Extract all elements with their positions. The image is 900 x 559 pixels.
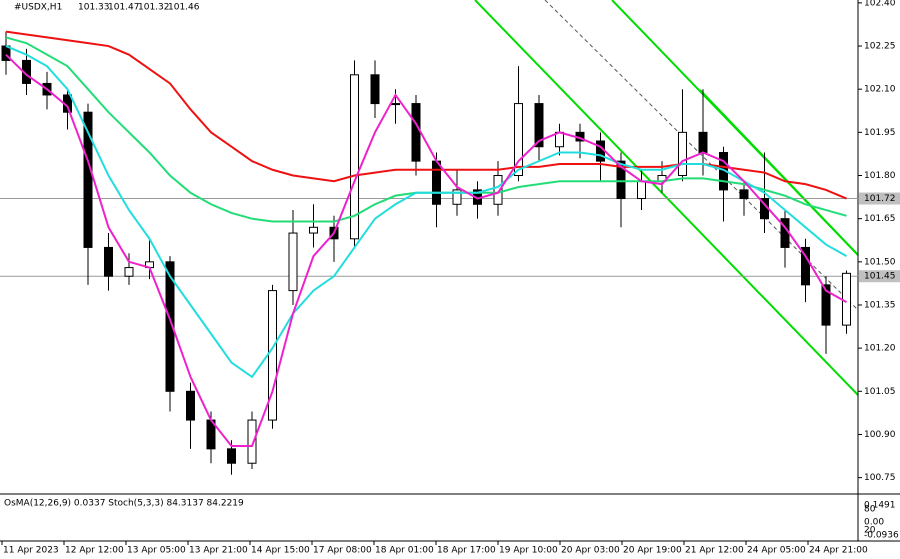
channel-inner bbox=[699, 89, 859, 256]
candle-body bbox=[247, 419, 257, 464]
candle-body bbox=[534, 103, 544, 148]
y-tick-label: 101.35 bbox=[864, 300, 896, 310]
y-tick-label: 101.50 bbox=[864, 257, 896, 267]
candle-body bbox=[842, 272, 851, 326]
y-tick-label: 102.10 bbox=[864, 85, 896, 95]
x-tick-label: 13 Apr 21:00 bbox=[189, 546, 248, 556]
indicator-scale-label: 20 bbox=[864, 526, 876, 536]
x-tick-label: 21 Apr 12:00 bbox=[685, 546, 744, 556]
candle-body bbox=[309, 226, 318, 234]
channel-lower bbox=[474, 0, 859, 396]
x-tick-label: 18 Apr 17:00 bbox=[437, 546, 496, 556]
candle-body bbox=[165, 261, 175, 392]
candle-body bbox=[391, 103, 400, 106]
candle-body bbox=[350, 74, 359, 240]
x-tick-label: 18 Apr 01:00 bbox=[375, 546, 434, 556]
candle-body bbox=[227, 448, 236, 464]
candle-body bbox=[493, 175, 503, 205]
x-tick-label: 17 Apr 08:00 bbox=[313, 546, 372, 556]
x-tick-label: 11 Apr 2023 bbox=[3, 546, 59, 556]
candle-body bbox=[596, 140, 605, 162]
price-label: 101.45 bbox=[864, 272, 896, 282]
x-tick-label: 20 Apr 03:00 bbox=[561, 546, 620, 556]
indicator-label: OsMA(12,26,9) 0.0337 Stoch(5,3,3) 84.313… bbox=[4, 499, 244, 509]
y-tick-label: 101.65 bbox=[864, 214, 896, 224]
candle-body bbox=[411, 103, 421, 162]
moving-average bbox=[5, 53, 847, 447]
candle-body bbox=[801, 246, 810, 286]
y-tick-label: 102.25 bbox=[864, 42, 896, 52]
candle-body bbox=[370, 74, 380, 105]
x-tick-label: 24 Apr 21:00 bbox=[809, 546, 868, 556]
x-tick-label: 14 Apr 15:00 bbox=[251, 546, 310, 556]
y-tick-label: 102.40 bbox=[864, 0, 896, 8]
candle-body bbox=[678, 131, 687, 177]
moving-average bbox=[5, 45, 847, 379]
candle-body bbox=[83, 111, 93, 248]
candle-body bbox=[698, 131, 708, 153]
candle-body bbox=[616, 160, 626, 200]
ohlc-value: 101.47 bbox=[108, 3, 140, 13]
y-tick-label: 101.20 bbox=[864, 344, 896, 354]
y-tick-label: 101.95 bbox=[864, 128, 896, 138]
ohlc-value: 101.32 bbox=[138, 3, 170, 13]
y-tick-label: 100.90 bbox=[864, 430, 896, 440]
y-tick-label: 100.75 bbox=[864, 473, 896, 483]
price-label: 101.72 bbox=[864, 194, 896, 204]
price-label-box bbox=[859, 270, 900, 283]
ohlc-value: 101.46 bbox=[168, 3, 200, 13]
ohlc-value: 101.33 bbox=[78, 3, 110, 13]
candle-body bbox=[104, 246, 113, 277]
candle-body bbox=[514, 103, 523, 177]
x-tick-label: 19 Apr 10:00 bbox=[499, 546, 558, 556]
candle-body bbox=[124, 267, 134, 277]
indicator-scale-label: -0.0936 bbox=[864, 531, 899, 541]
candle-body bbox=[186, 390, 195, 421]
y-tick-label: 101.05 bbox=[864, 387, 896, 397]
candle-body bbox=[821, 284, 831, 326]
x-tick-label: 12 Apr 12:00 bbox=[65, 546, 124, 556]
candle-body bbox=[637, 180, 646, 200]
chart-title: #USDX,H1 bbox=[14, 3, 62, 13]
candle-body bbox=[739, 189, 749, 200]
candle-body bbox=[288, 232, 298, 292]
candle-body bbox=[452, 189, 462, 205]
channel-lines bbox=[474, 0, 859, 396]
x-tick-label: 20 Apr 19:00 bbox=[623, 546, 682, 556]
indicator-scale-label: 80 bbox=[864, 505, 876, 515]
indicator-scale-label: 0.00 bbox=[864, 518, 884, 528]
x-tick-label: 13 Apr 05:00 bbox=[127, 546, 186, 556]
y-tick-label: 101.80 bbox=[864, 171, 896, 181]
indicator-scale-label: 0.1491 bbox=[864, 501, 896, 511]
candle-body bbox=[432, 160, 441, 205]
x-tick-label: 24 Apr 05:00 bbox=[747, 546, 806, 556]
price-label-box bbox=[859, 192, 900, 205]
